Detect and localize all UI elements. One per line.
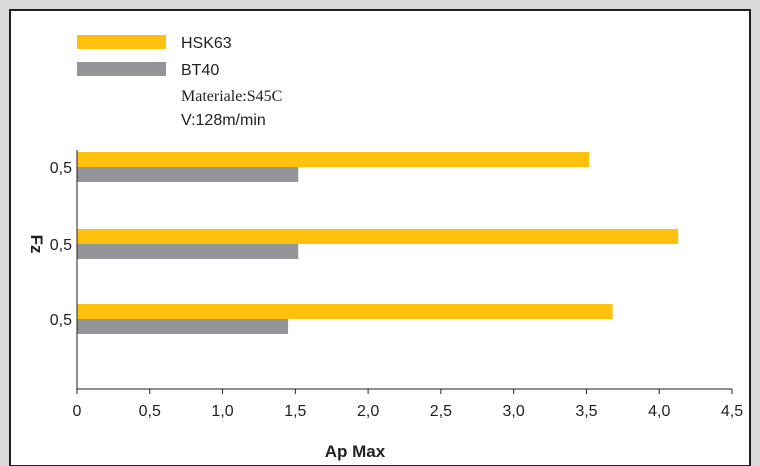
bar-hsk63-2 (77, 229, 679, 244)
y-tick-label: 0,5 (50, 312, 72, 329)
x-tick-label: 2,5 (430, 403, 452, 420)
annotation-material: Materiale:S45C (181, 88, 282, 105)
y-axis-label: Fz (27, 235, 46, 254)
x-tick-label: 0 (73, 403, 82, 420)
bar-hsk63-3 (77, 304, 613, 319)
x-tick-label: 0,5 (139, 403, 161, 420)
legend-label-bt40: BT40 (181, 62, 219, 79)
x-tick-label: 3,5 (575, 403, 597, 420)
x-axis-label: Ap Max (325, 442, 386, 461)
legend-swatch-bt40 (77, 62, 166, 76)
annotation-speed: V:128m/min (181, 112, 266, 129)
bar-hsk63-1 (77, 152, 590, 167)
legend-swatch-hsk63 (77, 35, 166, 49)
bar-group (77, 152, 679, 334)
x-axis-ticks: 0 0,5 1,0 1,5 2,0 2,5 3,0 3,5 4,0 4,5 (73, 389, 743, 420)
bar-bt40-3 (77, 319, 289, 334)
bar-bt40-2 (77, 244, 299, 259)
x-tick-label: 4,5 (721, 403, 743, 420)
y-tick-label: 0,5 (50, 237, 72, 254)
x-tick-label: 1,5 (284, 403, 306, 420)
legend-label-hsk63: HSK63 (181, 35, 232, 52)
y-tick-labels: 0,5 0,5 0,5 (50, 160, 72, 329)
legend: HSK63 BT40 (77, 35, 232, 79)
x-tick-label: 3,0 (503, 403, 525, 420)
bar-bt40-1 (77, 167, 299, 182)
y-tick-label: 0,5 (50, 160, 72, 177)
x-tick-label: 4,0 (648, 403, 670, 420)
x-tick-label: 1,0 (211, 403, 233, 420)
x-tick-label: 2,0 (357, 403, 379, 420)
